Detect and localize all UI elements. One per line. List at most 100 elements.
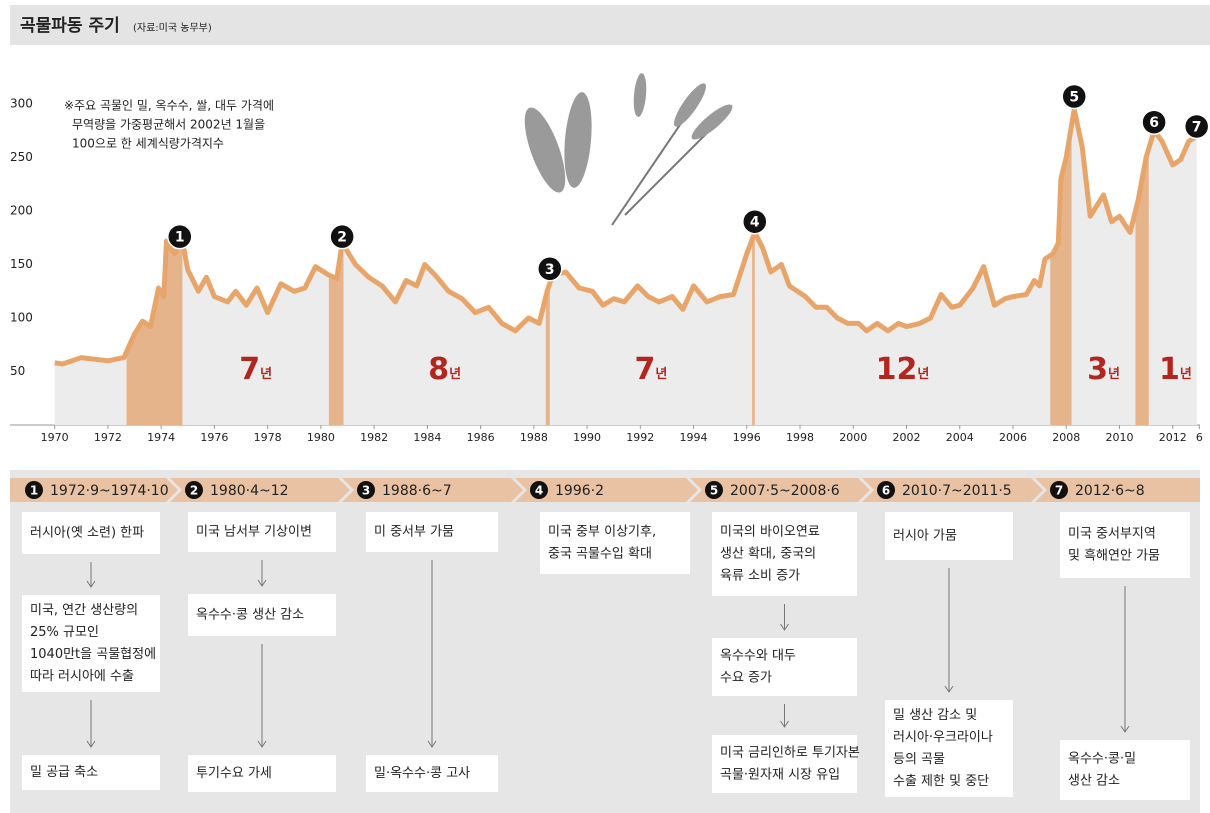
duration: 12년 bbox=[876, 352, 930, 387]
x-tick-label: 1996 bbox=[733, 431, 761, 444]
x-tick-label: 1976 bbox=[200, 431, 228, 444]
duration-value: 7 bbox=[635, 352, 656, 387]
period-date: 2007·5~2008·6 bbox=[730, 483, 840, 499]
event-text: 밀 공급 축소 bbox=[30, 765, 98, 780]
arrow-head bbox=[257, 740, 267, 748]
x-tick-label: 1986 bbox=[467, 431, 495, 444]
duration: 1년 bbox=[1159, 352, 1192, 387]
period-date: 2012·6~8 bbox=[1075, 483, 1145, 499]
event-text: 곡물·원자재 시장 유입 bbox=[720, 768, 840, 783]
period-chevron bbox=[10, 478, 178, 502]
event-text: 옥수수·콩·밀 bbox=[1068, 752, 1136, 767]
note: 100으로 한 세계식량가격지수 bbox=[72, 137, 224, 151]
event-box bbox=[885, 700, 1013, 797]
event-text: 미국의 바이오연료 bbox=[720, 525, 820, 540]
marker bbox=[1061, 83, 1087, 110]
event-text: 러시아 가뭄 bbox=[893, 529, 957, 544]
area-fill bbox=[54, 109, 1197, 426]
event-text: 밀 생산 감소 및 bbox=[893, 708, 977, 723]
period-num: 7 bbox=[1055, 484, 1063, 498]
y-tick-label: 250 bbox=[10, 150, 33, 164]
y-tick-label: 100 bbox=[10, 311, 33, 325]
event-box bbox=[188, 755, 336, 792]
y-tick-label: 200 bbox=[10, 204, 33, 218]
x-tick-label: 1978 bbox=[254, 431, 282, 444]
event-box bbox=[712, 512, 857, 596]
y-tick-label: 150 bbox=[10, 257, 33, 271]
period-num: 4 bbox=[535, 484, 543, 498]
period-chevron bbox=[515, 478, 698, 502]
duration: 8년 bbox=[428, 352, 461, 387]
marker-label: 2 bbox=[337, 230, 347, 246]
event-text: 및 흑해연안 가뭄 bbox=[1068, 549, 1160, 564]
arrow-head bbox=[780, 720, 789, 728]
event-text: 미 중서부 가뭄 bbox=[374, 525, 454, 540]
x-tick-label: 1990 bbox=[573, 431, 601, 444]
period-badge bbox=[705, 481, 723, 499]
x-tick-label: 2006 bbox=[999, 431, 1027, 444]
period-date: 2010·7~2011·5 bbox=[902, 483, 1012, 499]
event-text: 미국 남서부 기상이변 bbox=[196, 525, 312, 540]
x-tick-label: 2008 bbox=[1052, 431, 1080, 444]
x-tick-label: 1994 bbox=[680, 431, 708, 444]
event-text: 투기수요 가세 bbox=[196, 766, 272, 781]
event-box bbox=[22, 595, 160, 692]
crisis-span bbox=[545, 109, 550, 425]
event-box bbox=[366, 512, 498, 552]
marker bbox=[1183, 113, 1210, 140]
marker-label: 1 bbox=[175, 230, 185, 246]
arrow-head bbox=[427, 740, 437, 748]
period-badge bbox=[357, 481, 375, 499]
marker-label: 7 bbox=[1192, 119, 1202, 135]
note: ※주요 곡물인 밀, 옥수수, 쌀, 대두 가격에 bbox=[64, 99, 274, 113]
arrow-head bbox=[944, 685, 954, 693]
duration-unit: 년 bbox=[917, 367, 929, 382]
event-text: 25% 규모인 bbox=[30, 625, 99, 640]
event-text: 러시아·우크라이나 bbox=[893, 730, 993, 745]
event-text: 수출 제한 및 중단 bbox=[893, 774, 989, 789]
event-box bbox=[885, 512, 1013, 560]
event-text: 중국 곡물수입 확대 bbox=[548, 547, 652, 562]
event-box bbox=[712, 735, 857, 793]
duration-unit: 년 bbox=[260, 367, 272, 382]
period-chevron bbox=[342, 478, 523, 502]
event-text: 미국 중서부지역 bbox=[1068, 527, 1156, 542]
period-num: 5 bbox=[710, 484, 718, 498]
arrow-head bbox=[86, 580, 96, 588]
duration-unit: 년 bbox=[449, 367, 461, 382]
crisis-span bbox=[752, 109, 755, 425]
source: (자료:미국 농무부) bbox=[133, 22, 212, 34]
x-tick-label: 2010 bbox=[1105, 431, 1133, 444]
period-date: 1980·4~12 bbox=[210, 483, 289, 499]
duration-value: 8 bbox=[428, 352, 449, 387]
marker bbox=[329, 223, 355, 250]
x-tick-label: 2002 bbox=[893, 431, 921, 444]
x-tick-label: 1970 bbox=[41, 431, 69, 444]
x-tick-label: 1980 bbox=[307, 431, 335, 444]
event-text: 옥수수와 대두 bbox=[720, 649, 796, 664]
arrow-head bbox=[1120, 725, 1130, 733]
event-text: 생산 확대, 중국의 bbox=[720, 547, 816, 562]
duration: 7년 bbox=[635, 352, 668, 387]
price-line bbox=[54, 106, 1199, 367]
duration-value: 1 bbox=[1159, 352, 1180, 387]
event-text: 러시아(옛 소련) 한파 bbox=[30, 526, 144, 541]
event-box bbox=[1060, 740, 1190, 800]
x-tick-label: 1974 bbox=[147, 431, 175, 444]
event-text: 수요 증가 bbox=[720, 671, 772, 686]
event-box bbox=[22, 755, 160, 790]
event-box bbox=[22, 512, 160, 554]
period-num: 1 bbox=[30, 484, 38, 498]
period-num: 6 bbox=[882, 484, 890, 498]
duration-value: 12 bbox=[876, 352, 918, 387]
period-date: 1972·9~1974·10 bbox=[50, 483, 169, 499]
duration-unit: 년 bbox=[1108, 367, 1120, 382]
duration-value: 7 bbox=[239, 352, 260, 387]
x-tick-label: 2004 bbox=[946, 431, 974, 444]
arrow-head bbox=[780, 623, 789, 631]
period-badge bbox=[1050, 481, 1068, 499]
event-box bbox=[1060, 512, 1190, 578]
duration-unit: 년 bbox=[1180, 367, 1192, 382]
period-badge bbox=[185, 481, 203, 499]
x-tick-label: 1982 bbox=[360, 431, 388, 444]
